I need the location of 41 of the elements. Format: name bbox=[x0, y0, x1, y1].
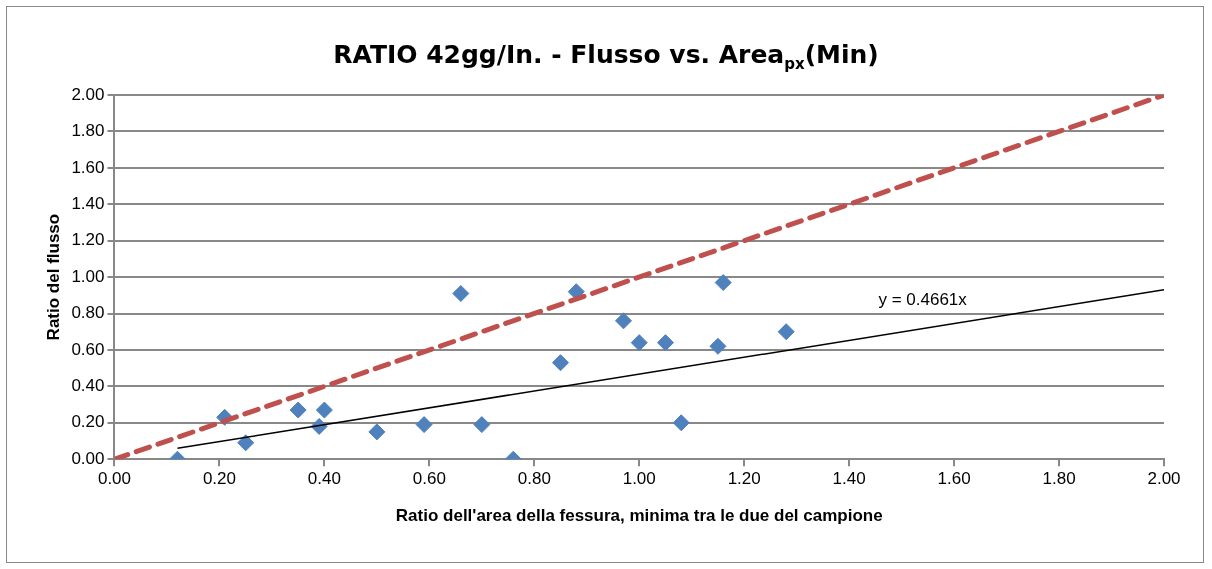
point bbox=[452, 284, 470, 302]
y-tick-label: 1.20 bbox=[71, 230, 105, 250]
y-tick-label: 2.00 bbox=[71, 84, 105, 104]
y-tick-label: 0.60 bbox=[71, 339, 105, 359]
x-axis-title: Ratio dell'area della fessura, minima tra le due del campione bbox=[395, 506, 883, 526]
point bbox=[415, 416, 433, 434]
y-tick-label: 1.00 bbox=[71, 266, 105, 286]
x-tick-label: 2.00 bbox=[1147, 469, 1181, 489]
point bbox=[368, 423, 386, 441]
y-tick-label: 1.60 bbox=[71, 157, 105, 177]
point bbox=[615, 312, 632, 330]
point bbox=[315, 401, 333, 419]
y-tick-label: 1.40 bbox=[71, 193, 105, 213]
x-tick-label: 0.20 bbox=[202, 469, 236, 489]
annotation: y = 0.4661x bbox=[878, 290, 968, 310]
point bbox=[473, 416, 491, 434]
x-tick-label: 1.40 bbox=[832, 469, 866, 489]
y-tick-label: 0.00 bbox=[71, 448, 105, 468]
point bbox=[289, 401, 307, 419]
point bbox=[777, 323, 795, 341]
point bbox=[552, 354, 570, 372]
point bbox=[630, 334, 648, 352]
y-axis-title: Ratio del flusso bbox=[43, 213, 63, 341]
point bbox=[672, 414, 690, 432]
x-tick-label: 0.80 bbox=[517, 469, 551, 489]
y-tick-label: 0.80 bbox=[71, 303, 105, 323]
y-tick-label: 0.20 bbox=[71, 412, 105, 432]
point bbox=[709, 337, 727, 355]
x-tick-label: 0.40 bbox=[307, 469, 341, 489]
y-tick-label: 0.40 bbox=[71, 376, 105, 396]
point bbox=[237, 434, 255, 452]
x-tick-label: 1.00 bbox=[622, 469, 656, 489]
point bbox=[714, 274, 732, 292]
x-tick-label: 1.20 bbox=[727, 469, 761, 489]
x-tick-label: 0.00 bbox=[97, 469, 132, 489]
x-tick-label: 1.80 bbox=[1042, 469, 1076, 489]
x-tick-label: 0.60 bbox=[412, 469, 446, 489]
chart-title: RATIO 42gg/In. - Flusso vs. Area$_{px}$(Min) bbox=[332, 40, 880, 73]
point bbox=[656, 334, 674, 352]
x-tick-label: 1.60 bbox=[937, 469, 971, 489]
y-tick-label: 1.80 bbox=[71, 121, 105, 141]
